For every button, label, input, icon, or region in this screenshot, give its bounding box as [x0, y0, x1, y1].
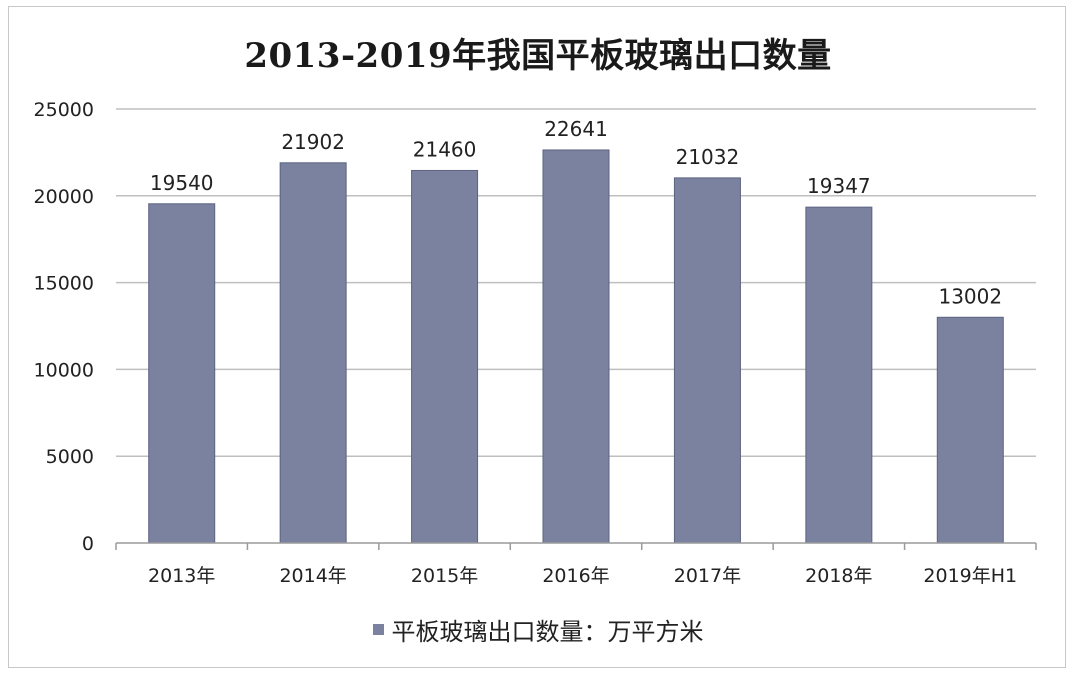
y-tick-label-10000: 10000 [34, 359, 94, 381]
bar-3 [542, 149, 610, 544]
bar-5 [805, 206, 873, 544]
bar-1 [279, 162, 347, 544]
data-label-0: 19540 [150, 171, 214, 195]
data-label-3: 22641 [544, 117, 608, 141]
axes [115, 542, 1037, 550]
labels: 0 5000 10000 15000 20000 25000 19540 2013年 21902… [34, 99, 1018, 587]
x-tick-label-0: 2013年 [148, 565, 215, 587]
bars [148, 149, 1004, 544]
data-label-6: 13002 [938, 284, 1002, 308]
y-tick-label-20000: 20000 [34, 186, 94, 208]
data-label-2: 21460 [413, 137, 477, 161]
x-tick-label-5: 2018年 [805, 565, 872, 587]
x-tick-label-4: 2017年 [674, 565, 741, 587]
legend: 平板玻璃出口数量：万平方米 [0, 612, 1076, 647]
legend-label: 平板玻璃出口数量：万平方米 [391, 618, 704, 646]
y-tick-label-0: 0 [82, 533, 94, 555]
chart-title: 2013-2019年我国平板玻璃出口数量 [244, 36, 832, 76]
data-label-4: 21032 [676, 145, 740, 169]
bar-4 [673, 177, 741, 544]
x-tick-label-6: 2019年H1 [923, 565, 1017, 587]
bar-6 [936, 316, 1004, 544]
legend-swatch [372, 624, 384, 635]
x-tick-label-1: 2014年 [279, 565, 346, 587]
bar-0 [148, 203, 216, 544]
y-tick-label-25000: 25000 [34, 99, 94, 121]
y-tick-label-15000: 15000 [34, 273, 94, 295]
data-label-1: 21902 [281, 130, 345, 154]
x-tick-label-2: 2015年 [411, 565, 478, 587]
y-tick-label-5000: 5000 [46, 446, 94, 468]
x-tick-label-3: 2016年 [542, 565, 609, 587]
bar-2 [411, 169, 479, 544]
data-label-5: 19347 [807, 174, 871, 198]
